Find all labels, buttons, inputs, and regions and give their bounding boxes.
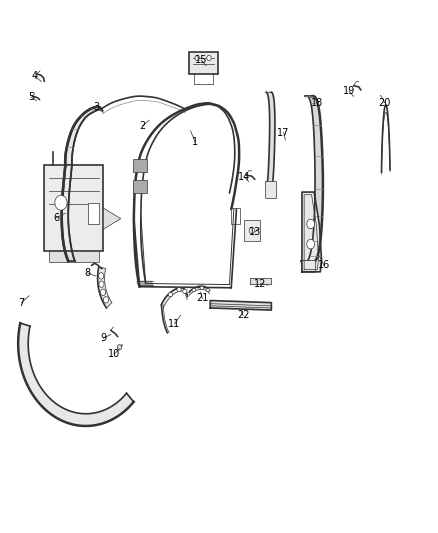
- FancyBboxPatch shape: [300, 260, 314, 272]
- Polygon shape: [301, 96, 323, 263]
- Text: 19: 19: [343, 86, 355, 96]
- Text: 7: 7: [18, 297, 25, 308]
- Text: 10: 10: [108, 349, 120, 359]
- Circle shape: [117, 345, 122, 350]
- Ellipse shape: [195, 55, 199, 61]
- Text: 12: 12: [254, 279, 267, 288]
- Ellipse shape: [200, 286, 204, 289]
- Text: 11: 11: [168, 319, 180, 329]
- Polygon shape: [161, 288, 187, 308]
- Circle shape: [99, 273, 104, 279]
- Ellipse shape: [307, 239, 314, 249]
- Polygon shape: [62, 165, 75, 261]
- Text: 15: 15: [195, 55, 208, 65]
- Text: 1: 1: [192, 136, 198, 147]
- Text: 13: 13: [249, 227, 261, 237]
- Polygon shape: [98, 266, 112, 308]
- Ellipse shape: [207, 55, 211, 61]
- Polygon shape: [251, 278, 271, 284]
- FancyBboxPatch shape: [265, 181, 276, 198]
- FancyBboxPatch shape: [189, 52, 218, 74]
- Polygon shape: [266, 92, 275, 185]
- Circle shape: [103, 297, 109, 303]
- Polygon shape: [137, 281, 152, 285]
- Ellipse shape: [307, 219, 314, 229]
- FancyBboxPatch shape: [88, 203, 99, 224]
- Text: 3: 3: [94, 102, 100, 112]
- Ellipse shape: [55, 195, 67, 210]
- Polygon shape: [65, 107, 102, 165]
- Text: 22: 22: [237, 310, 249, 320]
- Text: 17: 17: [277, 127, 290, 138]
- Ellipse shape: [192, 288, 196, 292]
- Text: 21: 21: [196, 293, 208, 303]
- Ellipse shape: [206, 288, 209, 292]
- Ellipse shape: [177, 287, 181, 292]
- Polygon shape: [189, 286, 209, 295]
- Ellipse shape: [168, 293, 173, 297]
- Text: 14: 14: [238, 172, 251, 182]
- Text: 6: 6: [53, 213, 60, 223]
- Text: 20: 20: [379, 98, 391, 108]
- FancyBboxPatch shape: [134, 159, 147, 172]
- Text: 5: 5: [28, 92, 34, 102]
- Text: 16: 16: [318, 261, 330, 270]
- Text: 18: 18: [311, 98, 323, 108]
- Text: 8: 8: [84, 268, 90, 278]
- Text: 4: 4: [32, 71, 38, 81]
- Ellipse shape: [249, 227, 254, 233]
- Text: 9: 9: [100, 333, 106, 343]
- Polygon shape: [210, 301, 272, 310]
- Polygon shape: [302, 192, 321, 272]
- Polygon shape: [103, 208, 121, 229]
- FancyBboxPatch shape: [244, 220, 260, 241]
- FancyBboxPatch shape: [44, 165, 103, 251]
- Text: 2: 2: [139, 120, 146, 131]
- FancyBboxPatch shape: [49, 251, 99, 262]
- Ellipse shape: [183, 289, 187, 294]
- FancyBboxPatch shape: [134, 180, 147, 193]
- Circle shape: [100, 289, 106, 295]
- Polygon shape: [18, 323, 134, 426]
- Circle shape: [99, 281, 104, 287]
